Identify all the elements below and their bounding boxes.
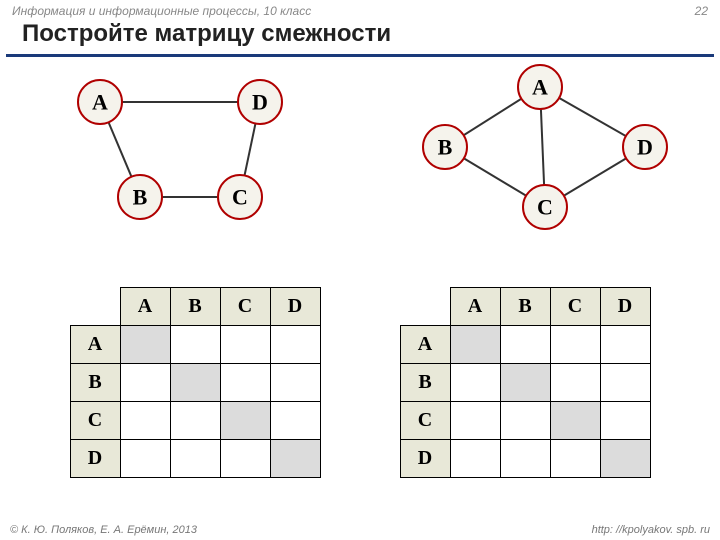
slide-header: Информация и информационные процессы, 10…	[0, 0, 720, 18]
cell-D-A	[120, 440, 170, 478]
cell-A-B	[500, 326, 550, 364]
node-label-C: C	[232, 185, 248, 210]
cell-B-A	[450, 364, 500, 402]
node-label-C: C	[537, 195, 553, 220]
cell-D-A	[450, 440, 500, 478]
cell-C-A	[450, 402, 500, 440]
col-header-B: B	[170, 288, 220, 326]
col-header-A: A	[120, 288, 170, 326]
cell-D-D	[270, 440, 320, 478]
slide-number: 22	[695, 4, 708, 18]
content-area: ADBCABDC ABCDABCD ABCDABCD	[0, 57, 720, 497]
slide-footer: © К. Ю. Поляков, Е. А. Ерёмин, 2013 http…	[0, 524, 720, 536]
source-url: http: //kpolyakov. spb. ru	[592, 524, 710, 536]
node-label-A: A	[532, 75, 548, 100]
corner-cell	[400, 288, 450, 326]
graph-1: A D B C	[60, 67, 320, 227]
node-label-A: A	[92, 90, 108, 115]
node-label-D: D	[637, 135, 653, 160]
cell-D-B	[170, 440, 220, 478]
cell-B-A	[120, 364, 170, 402]
table-1: ABCDABCD	[70, 287, 321, 478]
node-label-B: B	[438, 135, 453, 160]
cell-D-C	[220, 440, 270, 478]
cell-B-D	[600, 364, 650, 402]
cell-A-C	[220, 326, 270, 364]
cell-C-D	[600, 402, 650, 440]
cell-D-C	[550, 440, 600, 478]
cell-D-B	[500, 440, 550, 478]
row-header-D: D	[400, 440, 450, 478]
cell-A-D	[600, 326, 650, 364]
cell-C-C	[220, 402, 270, 440]
table-2: ABCDABCD	[400, 287, 651, 478]
tables-row: ABCDABCD ABCDABCD	[0, 287, 720, 478]
cell-B-D	[270, 364, 320, 402]
cell-B-B	[170, 364, 220, 402]
col-header-D: D	[600, 288, 650, 326]
row-header-A: A	[400, 326, 450, 364]
cell-A-B	[170, 326, 220, 364]
cell-D-D	[600, 440, 650, 478]
cell-B-B	[500, 364, 550, 402]
cell-A-A	[120, 326, 170, 364]
page-title: Постройте матрицу смежности	[6, 18, 714, 57]
cell-C-A	[120, 402, 170, 440]
course-name: Информация и информационные процессы, 10…	[12, 4, 311, 18]
cell-C-D	[270, 402, 320, 440]
cell-A-D	[270, 326, 320, 364]
cell-C-B	[500, 402, 550, 440]
row-header-D: D	[70, 440, 120, 478]
col-header-A: A	[450, 288, 500, 326]
copyright: © К. Ю. Поляков, Е. А. Ерёмин, 2013	[10, 524, 197, 536]
cell-A-A	[450, 326, 500, 364]
col-header-C: C	[550, 288, 600, 326]
row-header-A: A	[70, 326, 120, 364]
row-header-B: B	[70, 364, 120, 402]
row-header-C: C	[400, 402, 450, 440]
col-header-D: D	[270, 288, 320, 326]
cell-B-C	[220, 364, 270, 402]
col-header-B: B	[500, 288, 550, 326]
row-header-C: C	[70, 402, 120, 440]
row-header-B: B	[400, 364, 450, 402]
cell-B-C	[550, 364, 600, 402]
cell-C-C	[550, 402, 600, 440]
node-label-B: B	[133, 185, 148, 210]
graph-2: A B D C	[400, 62, 680, 232]
cell-C-B	[170, 402, 220, 440]
corner-cell	[70, 288, 120, 326]
node-label-D: D	[252, 90, 268, 115]
col-header-C: C	[220, 288, 270, 326]
cell-A-C	[550, 326, 600, 364]
